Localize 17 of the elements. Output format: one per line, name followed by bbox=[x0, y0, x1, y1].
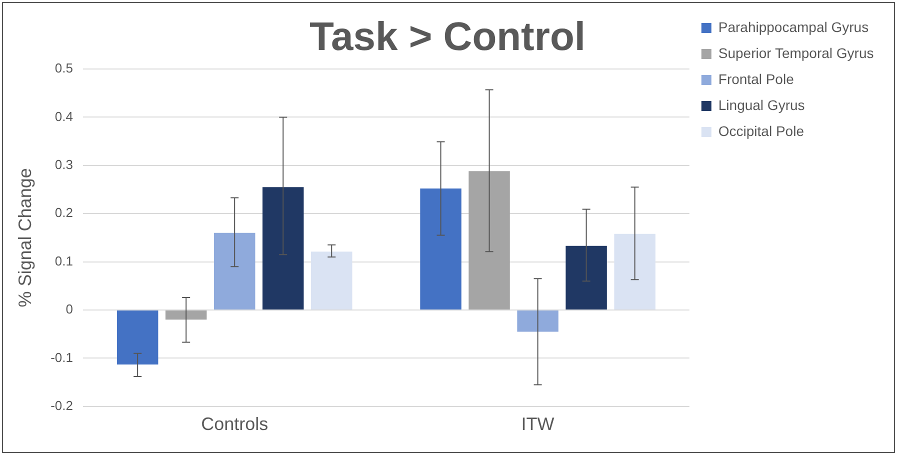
y-axis-title: % Signal Change bbox=[14, 168, 35, 308]
y-tick-label: 0.1 bbox=[54, 253, 73, 268]
y-tick-label: 0.2 bbox=[54, 205, 73, 220]
y-tick-label: -0.2 bbox=[50, 398, 73, 413]
y-tick-label: 0.5 bbox=[54, 60, 73, 76]
y-tick-label: -0.1 bbox=[50, 350, 73, 365]
x-tick-label: ITW bbox=[521, 414, 554, 434]
legend-label: Frontal Pole bbox=[718, 70, 794, 87]
y-tick-label: 0 bbox=[66, 302, 73, 317]
legend-label: Occipital Pole bbox=[718, 122, 804, 139]
legend-label: Parahippocampal Gyrus bbox=[718, 18, 869, 35]
y-tick-label: 0.4 bbox=[54, 108, 73, 124]
x-tick-label: Controls bbox=[201, 414, 268, 434]
chart-title: Task > Control bbox=[310, 15, 586, 60]
legend-label: Superior Temporal Gyrus bbox=[718, 44, 874, 61]
legend-label: Lingual Gyrus bbox=[718, 96, 805, 113]
y-tick-label: 0.3 bbox=[54, 156, 73, 172]
